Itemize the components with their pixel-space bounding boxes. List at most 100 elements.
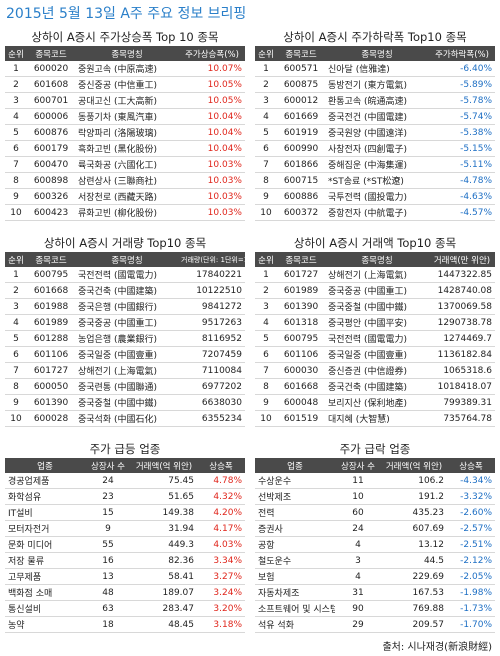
panel-title: 주가 급등 업종: [89, 442, 161, 456]
header-row: 업종 상장사 수 거래액(억 위안) 상승폭: [255, 458, 495, 473]
table-row: 소프트웨어 및 시스템 90 769.88 -1.73%: [255, 600, 495, 617]
cell: 5: [5, 330, 27, 347]
cell: 3: [335, 552, 381, 569]
cell: 1274469.7: [429, 330, 495, 347]
cell: 중신증권 (中信證券): [325, 362, 429, 379]
cell: 23: [85, 488, 131, 505]
table-row: 3 601390 중국중철 (中國中鐵) 1370069.58: [255, 298, 495, 315]
cell: 중국중공 (中國重工): [325, 282, 429, 299]
cell: 63: [85, 600, 131, 617]
cell: 8: [255, 172, 277, 189]
cell: 1018418.07: [429, 378, 495, 395]
table-panel: 주가 급락 업종 업종 상장사 수 거래액(억 위안) 상승폭 수상운수 11 106.2 -4…: [255, 440, 495, 633]
cell: 모터자전거: [5, 520, 85, 537]
table-row: 9 601390 중국중철 (中國中鐵) 6638030: [5, 394, 245, 411]
cell: 흑화고빈 (黑化股份): [75, 140, 179, 157]
cell: 중항전자 (中航電子): [325, 204, 429, 221]
cell: 철도운수: [255, 552, 335, 569]
cell: -5.89%: [429, 76, 495, 93]
cell: 9517263: [179, 314, 245, 331]
table-row: 7 600470 륙국화공 (六國化工) 10.03%: [5, 156, 245, 173]
cell: 통신설비: [5, 600, 85, 617]
table-row: 백화점 소매 48 189.07 3.24%: [5, 584, 245, 601]
cell: 1447322.85: [429, 267, 495, 283]
cell: 석유 석화: [255, 616, 335, 633]
cell: 1065318.6: [429, 362, 495, 379]
cell: 동방전기 (東方電氣): [325, 76, 429, 93]
cell: 601318: [277, 314, 325, 331]
column-header: 상장사 수: [85, 458, 131, 473]
cell: 9: [255, 188, 277, 205]
table-row: 6 600990 사창전자 (四創電子) -5.15%: [255, 140, 495, 157]
cell: 국투전력 (國投電力): [325, 188, 429, 205]
cell: 435.23: [381, 504, 447, 521]
cell: 4.32%: [197, 488, 245, 505]
cell: 4.03%: [197, 536, 245, 553]
cell: 3: [255, 298, 277, 315]
table-row: 1 600020 중원고속 (中原高速) 10.07%: [5, 61, 245, 77]
cell: 국전전력 (國電電力): [75, 267, 179, 283]
cell: 1: [255, 61, 277, 77]
cell: 600795: [277, 330, 325, 347]
cell: 3: [5, 92, 27, 109]
cell: 600423: [27, 204, 75, 221]
cell: 769.88: [381, 600, 447, 617]
table-row: 3 600701 공대고신 (工大高新) 10.05%: [5, 92, 245, 109]
cell: 4.78%: [197, 473, 245, 489]
cell: 4: [5, 108, 27, 125]
cell: 8116952: [179, 330, 245, 347]
cell: 중국원양 (中國遠洋): [325, 124, 429, 141]
column-header: 종목코드: [27, 46, 75, 61]
cell: 6977202: [179, 378, 245, 395]
cell: -4.78%: [429, 172, 495, 189]
cell: 601668: [277, 378, 325, 395]
cell: 대지혜 (大智慧): [325, 410, 429, 427]
table-row: 화학섬유 23 51.65 4.32%: [5, 488, 245, 505]
cell: *ST송료 (*ST松遼): [325, 172, 429, 189]
cell: 6: [5, 140, 27, 157]
cell: 농업은행 (農業銀行): [75, 330, 179, 347]
column-header: 주가하락폭(%): [429, 46, 495, 61]
data-table: 업종 상장사 수 거래액(억 위안) 상승폭 수상운수 11 106.2 -4.34% 선박제조…: [255, 458, 495, 633]
cell: 9: [5, 188, 27, 205]
cell: 283.47: [131, 600, 197, 617]
table-row: 농약 18 48.45 3.18%: [5, 616, 245, 633]
cell: 3.27%: [197, 568, 245, 585]
cell: 600470: [27, 156, 75, 173]
table-row: 2 601668 중국건축 (中國建築) 10122510: [5, 282, 245, 299]
cell: 1: [255, 267, 277, 283]
cell: 106.2: [381, 473, 447, 489]
cell: -1.70%: [447, 616, 495, 633]
column-header: 거래량(단위: 1단위=100주): [179, 252, 245, 267]
cell: 5: [5, 124, 27, 141]
table-row: 경공업제품 24 75.45 4.78%: [5, 473, 245, 489]
cell: 600886: [277, 188, 325, 205]
cell: 6355234: [179, 410, 245, 427]
cell: 3.20%: [197, 600, 245, 617]
cell: 중국석화 (中國石化): [75, 410, 179, 427]
table-row: 5 601919 중국원양 (中國遠洋) -5.38%: [255, 124, 495, 141]
cell: 7: [255, 362, 277, 379]
column-header: 상승폭: [197, 458, 245, 473]
cell: 601919: [277, 124, 325, 141]
cell: 600030: [277, 362, 325, 379]
cell: 3: [255, 92, 277, 109]
table-row: 8 600715 *ST송료 (*ST松遼) -4.78%: [255, 172, 495, 189]
cell: 10122510: [179, 282, 245, 299]
table-row: 2 601608 중신중공 (中信重工) 10.05%: [5, 76, 245, 93]
cell: 1: [5, 267, 27, 283]
table-row: 공항 4 13.12 -2.51%: [255, 536, 495, 553]
cell: 신아달 (信雅達): [325, 61, 429, 77]
cell: 3.24%: [197, 584, 245, 601]
cell: 13.12: [381, 536, 447, 553]
cell: 601989: [27, 314, 75, 331]
cell: -4.63%: [429, 188, 495, 205]
cell: 5: [255, 330, 277, 347]
table-row: 7 601727 상해전기 (上海電氣) 7110084: [5, 362, 245, 379]
table-row: 8 601668 중국건축 (中國建築) 1018418.07: [255, 378, 495, 395]
cell: 601668: [27, 282, 75, 299]
cell: 자동차제조: [255, 584, 335, 601]
cell: 저장 물류: [5, 552, 85, 569]
